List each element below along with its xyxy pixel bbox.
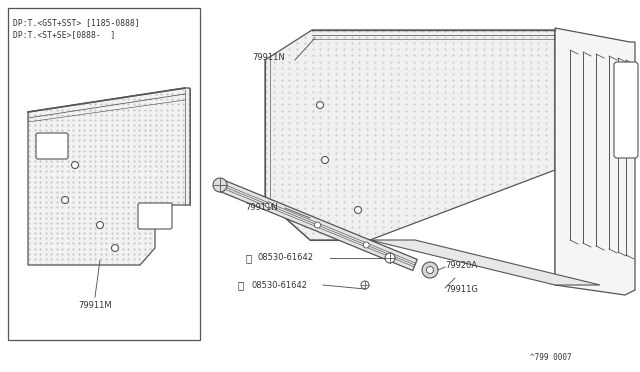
Text: Ⓢ: Ⓢ (238, 280, 244, 290)
Circle shape (426, 266, 433, 273)
Polygon shape (555, 28, 635, 295)
Polygon shape (555, 30, 600, 285)
Circle shape (364, 242, 369, 248)
Polygon shape (265, 30, 555, 240)
Circle shape (314, 222, 321, 228)
Circle shape (422, 262, 438, 278)
FancyBboxPatch shape (36, 133, 68, 159)
Circle shape (361, 281, 369, 289)
Text: 08530-61642: 08530-61642 (258, 253, 314, 263)
FancyBboxPatch shape (138, 203, 172, 229)
Text: ^799 0007: ^799 0007 (530, 353, 572, 362)
Text: 79911N: 79911N (245, 203, 278, 212)
Text: 08530-61642: 08530-61642 (251, 280, 307, 289)
Circle shape (72, 161, 79, 169)
Circle shape (213, 178, 227, 192)
Circle shape (385, 253, 395, 263)
Text: DP:T.<GST+SST> [1185-0888]: DP:T.<GST+SST> [1185-0888] (13, 18, 140, 27)
Polygon shape (28, 88, 190, 265)
Circle shape (355, 206, 362, 214)
Polygon shape (218, 179, 417, 270)
Circle shape (266, 202, 272, 208)
Circle shape (321, 157, 328, 164)
Circle shape (61, 196, 68, 203)
Text: 79920A: 79920A (445, 260, 477, 269)
Bar (8, 8, 200, 340)
Polygon shape (370, 240, 600, 285)
Text: 79911G: 79911G (445, 285, 478, 295)
Text: 79911M: 79911M (78, 301, 112, 310)
Circle shape (317, 102, 323, 109)
Text: DP:T.<ST+SE>[0888-  ]: DP:T.<ST+SE>[0888- ] (13, 30, 115, 39)
Text: 79911N: 79911N (252, 54, 285, 62)
Circle shape (97, 221, 104, 228)
FancyBboxPatch shape (614, 62, 638, 158)
Circle shape (111, 244, 118, 251)
Text: Ⓢ: Ⓢ (245, 253, 252, 263)
